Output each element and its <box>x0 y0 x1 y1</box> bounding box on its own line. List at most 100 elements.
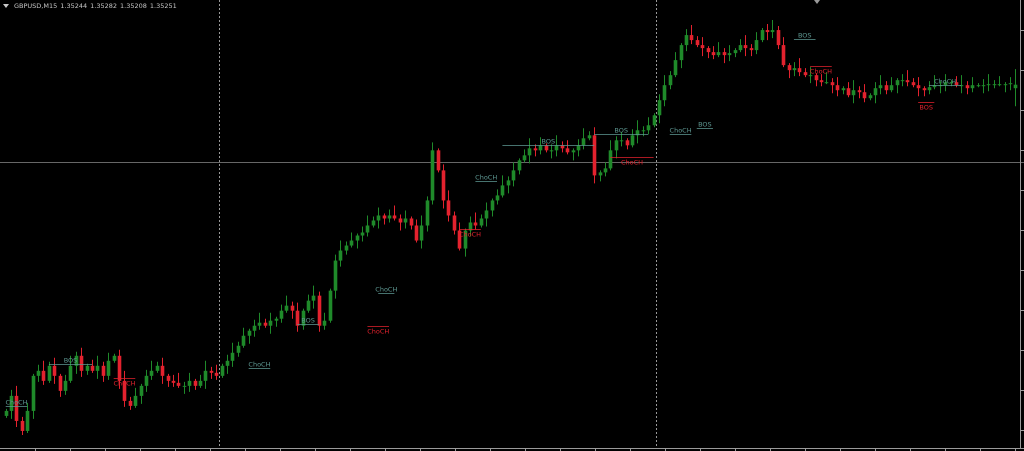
bull-candle <box>306 294 311 313</box>
candle-body <box>274 318 279 321</box>
candle-body <box>754 40 759 51</box>
candle-body <box>662 85 667 101</box>
candle-body <box>301 310 306 326</box>
bull-candle <box>981 79 986 94</box>
bear-candle <box>922 86 927 97</box>
candle-body <box>711 52 716 56</box>
bear-candle <box>706 46 711 59</box>
bull-candle <box>770 20 775 39</box>
candle-body <box>646 125 651 131</box>
bear-candle <box>689 25 694 45</box>
candle-body <box>970 85 975 89</box>
bull-candle <box>657 94 662 124</box>
structure-label: BOS <box>698 121 712 129</box>
bull-candle <box>943 74 948 92</box>
bear-candle <box>722 48 727 64</box>
structure-bos-bull: BOS <box>502 138 595 146</box>
candle-body <box>781 45 786 66</box>
candle-body <box>560 145 565 149</box>
candle-body <box>679 45 684 61</box>
bear-candle <box>436 148 441 173</box>
candle-body <box>387 215 392 219</box>
bull-candle <box>500 175 505 198</box>
candle-body <box>749 48 754 51</box>
candle-body <box>846 88 851 96</box>
bull-candle <box>425 196 430 232</box>
candle-body <box>220 365 225 376</box>
bear-candle <box>565 140 570 155</box>
candle-body <box>544 145 549 151</box>
candle-body <box>279 310 284 319</box>
bear-candle <box>711 46 716 60</box>
bull-candle <box>646 117 651 135</box>
bear-candle <box>409 216 414 230</box>
structure-label: ChoCH <box>670 127 692 135</box>
bull-candle <box>387 209 392 223</box>
bull-candle <box>873 82 878 104</box>
bear-candle <box>857 86 862 99</box>
bull-candle <box>74 351 79 374</box>
bear-candle <box>781 37 786 68</box>
candle-body <box>511 170 516 181</box>
high-price: 1.35282 <box>90 2 118 10</box>
chart-shift-marker-icon[interactable] <box>814 0 820 4</box>
bull-candle <box>927 81 932 95</box>
bear-candle <box>911 78 916 88</box>
bull-candle <box>495 189 500 205</box>
structure-choch-bear: ChoCH <box>459 229 481 239</box>
candle-body <box>419 225 424 241</box>
bull-candle <box>274 316 279 327</box>
bear-candle <box>743 35 748 57</box>
bear-candle <box>830 78 835 94</box>
structure-bos-bull: BOS <box>594 127 649 135</box>
candle-body <box>657 100 662 116</box>
bull-candle <box>738 39 743 53</box>
collapse-triangle-icon[interactable] <box>3 4 9 8</box>
candle-body <box>484 210 489 219</box>
candle-body <box>841 88 846 91</box>
candle-body <box>797 68 802 73</box>
candle-body <box>700 45 705 49</box>
bull-candle <box>338 240 343 267</box>
bull-candle <box>187 372 192 392</box>
candle-body <box>4 410 9 416</box>
structure-bos-bull: BOS <box>793 32 816 40</box>
candle-body <box>835 85 840 91</box>
candle-body <box>965 85 970 89</box>
bear-candle <box>128 396 133 410</box>
structure-label: ChoCH <box>5 399 27 407</box>
bull-candle <box>527 138 532 164</box>
candle-body <box>133 395 138 406</box>
candle-body <box>857 90 862 93</box>
bull-candle <box>878 75 883 95</box>
bear-candle <box>787 63 792 79</box>
bear-candle <box>90 359 95 373</box>
bull-candle <box>36 364 41 382</box>
candle-body <box>592 135 597 176</box>
bull-candle <box>581 128 586 150</box>
bull-candle <box>149 360 154 380</box>
candle-body <box>733 50 738 54</box>
candle-body <box>149 370 154 376</box>
candle-body <box>187 380 192 386</box>
bull-candle <box>517 158 522 175</box>
bull-candle <box>31 373 36 419</box>
candle-body <box>144 375 149 386</box>
bull-candle <box>268 312 273 334</box>
bear-candle <box>117 349 122 389</box>
bear-candle <box>79 347 84 377</box>
structure-choch-bull: ChoCH <box>670 127 692 135</box>
candle-body <box>814 75 819 81</box>
candle-body <box>765 30 770 33</box>
bear-candle <box>58 373 63 397</box>
candle-body <box>873 88 878 96</box>
bull-candle <box>1008 77 1013 91</box>
bear-candle <box>544 143 549 153</box>
structure-label: BOS <box>798 32 812 40</box>
candle-body <box>41 370 46 381</box>
candle-body <box>911 82 916 86</box>
bear-candle <box>965 81 970 95</box>
structure-bos-bear: BOS <box>918 102 935 112</box>
candle-body <box>808 75 813 77</box>
